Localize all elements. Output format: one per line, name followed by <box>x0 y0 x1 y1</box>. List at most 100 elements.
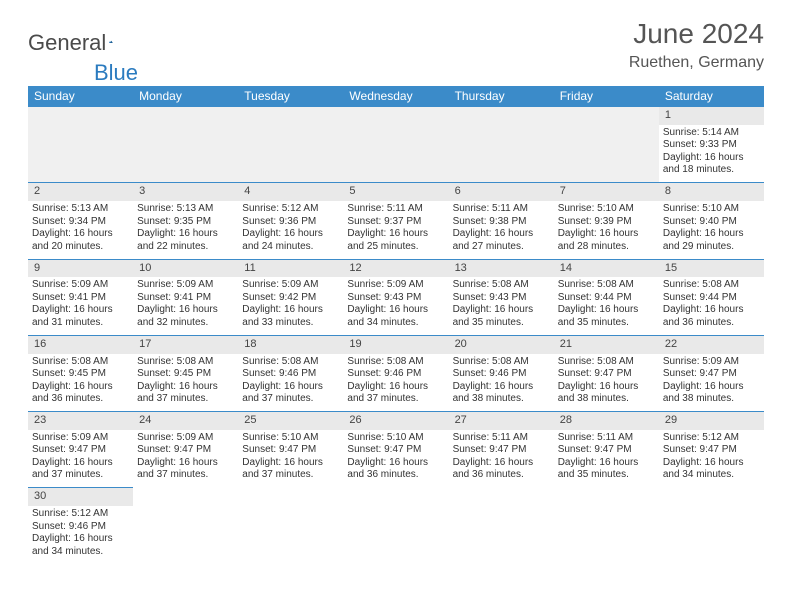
sunset-text: Sunset: 9:34 PM <box>32 216 129 229</box>
daylight-text: Daylight: 16 hoursand 35 minutes. <box>558 457 655 482</box>
week-daynum-row: 9101112131415 <box>28 259 764 277</box>
sunset-text: Sunset: 9:38 PM <box>453 216 550 229</box>
day-details-cell: Sunrise: 5:09 AMSunset: 9:47 PMDaylight:… <box>133 430 238 488</box>
day-number-cell: 27 <box>449 412 554 430</box>
day-number-cell <box>343 488 448 506</box>
sunset-text: Sunset: 9:47 PM <box>663 368 760 381</box>
day-number-cell: 30 <box>28 488 133 506</box>
daylight-text: Daylight: 16 hoursand 29 minutes. <box>663 228 760 253</box>
week-daynum-row: 1 <box>28 107 764 125</box>
daylight-text: Daylight: 16 hoursand 28 minutes. <box>558 228 655 253</box>
sunrise-text: Sunrise: 5:08 AM <box>137 356 234 369</box>
day-number-cell <box>133 107 238 125</box>
sunset-text: Sunset: 9:45 PM <box>137 368 234 381</box>
day-details-cell: Sunrise: 5:09 AMSunset: 9:47 PMDaylight:… <box>28 430 133 488</box>
day-number-cell: 10 <box>133 259 238 277</box>
day-details-cell <box>238 506 343 564</box>
week-daynum-row: 16171819202122 <box>28 335 764 353</box>
col-sun: Sunday <box>28 86 133 107</box>
daylight-text: Daylight: 16 hoursand 25 minutes. <box>347 228 444 253</box>
day-number-cell <box>554 488 659 506</box>
day-details-cell: Sunrise: 5:12 AMSunset: 9:47 PMDaylight:… <box>659 430 764 488</box>
day-details-cell: Sunrise: 5:08 AMSunset: 9:46 PMDaylight:… <box>343 354 448 412</box>
sunset-text: Sunset: 9:47 PM <box>663 444 760 457</box>
day-number-cell: 19 <box>343 335 448 353</box>
day-number-cell: 21 <box>554 335 659 353</box>
sunrise-text: Sunrise: 5:13 AM <box>32 203 129 216</box>
location: Ruethen, Germany <box>629 54 764 72</box>
col-tue: Tuesday <box>238 86 343 107</box>
col-mon: Monday <box>133 86 238 107</box>
day-number-cell: 8 <box>659 183 764 201</box>
day-number-cell: 9 <box>28 259 133 277</box>
day-details-cell <box>659 506 764 564</box>
sunset-text: Sunset: 9:42 PM <box>242 292 339 305</box>
day-number-cell: 4 <box>238 183 343 201</box>
sunrise-text: Sunrise: 5:13 AM <box>137 203 234 216</box>
sunrise-text: Sunrise: 5:08 AM <box>558 279 655 292</box>
daylight-text: Daylight: 16 hoursand 36 minutes. <box>347 457 444 482</box>
day-details-cell: Sunrise: 5:11 AMSunset: 9:47 PMDaylight:… <box>554 430 659 488</box>
daylight-text: Daylight: 16 hoursand 37 minutes. <box>242 457 339 482</box>
month-title: June 2024 <box>629 18 764 50</box>
day-number-cell: 16 <box>28 335 133 353</box>
daylight-text: Daylight: 16 hoursand 34 minutes. <box>32 533 129 558</box>
sunset-text: Sunset: 9:35 PM <box>137 216 234 229</box>
day-details-cell: Sunrise: 5:14 AMSunset: 9:33 PMDaylight:… <box>659 125 764 183</box>
day-details-cell: Sunrise: 5:09 AMSunset: 9:42 PMDaylight:… <box>238 277 343 335</box>
sunset-text: Sunset: 9:47 PM <box>32 444 129 457</box>
sunrise-text: Sunrise: 5:08 AM <box>453 279 550 292</box>
logo-blue: Blue <box>94 60 138 86</box>
day-number-cell: 28 <box>554 412 659 430</box>
sunrise-text: Sunrise: 5:11 AM <box>453 203 550 216</box>
day-details-cell: Sunrise: 5:12 AMSunset: 9:36 PMDaylight:… <box>238 201 343 259</box>
day-details-cell: Sunrise: 5:09 AMSunset: 9:43 PMDaylight:… <box>343 277 448 335</box>
day-number-cell: 29 <box>659 412 764 430</box>
day-number-cell: 23 <box>28 412 133 430</box>
sunrise-text: Sunrise: 5:10 AM <box>663 203 760 216</box>
sunset-text: Sunset: 9:47 PM <box>453 444 550 457</box>
day-details-cell: Sunrise: 5:08 AMSunset: 9:44 PMDaylight:… <box>659 277 764 335</box>
week-details-row: Sunrise: 5:12 AMSunset: 9:46 PMDaylight:… <box>28 506 764 564</box>
daylight-text: Daylight: 16 hoursand 37 minutes. <box>242 381 339 406</box>
daylight-text: Daylight: 16 hoursand 18 minutes. <box>663 152 760 177</box>
day-details-cell: Sunrise: 5:13 AMSunset: 9:34 PMDaylight:… <box>28 201 133 259</box>
logo: General <box>28 30 131 56</box>
week-daynum-row: 2345678 <box>28 183 764 201</box>
week-details-row: Sunrise: 5:08 AMSunset: 9:45 PMDaylight:… <box>28 354 764 412</box>
sunset-text: Sunset: 9:46 PM <box>32 521 129 534</box>
day-details-cell: Sunrise: 5:10 AMSunset: 9:40 PMDaylight:… <box>659 201 764 259</box>
sunset-text: Sunset: 9:46 PM <box>242 368 339 381</box>
sunrise-text: Sunrise: 5:09 AM <box>242 279 339 292</box>
sunrise-text: Sunrise: 5:09 AM <box>32 432 129 445</box>
day-number-cell: 11 <box>238 259 343 277</box>
sunset-text: Sunset: 9:43 PM <box>453 292 550 305</box>
day-number-cell <box>133 488 238 506</box>
daylight-text: Daylight: 16 hoursand 38 minutes. <box>663 381 760 406</box>
sunrise-text: Sunrise: 5:08 AM <box>242 356 339 369</box>
day-details-cell: Sunrise: 5:08 AMSunset: 9:45 PMDaylight:… <box>133 354 238 412</box>
day-number-cell: 5 <box>343 183 448 201</box>
week-details-row: Sunrise: 5:09 AMSunset: 9:41 PMDaylight:… <box>28 277 764 335</box>
day-number-cell <box>449 107 554 125</box>
sunrise-text: Sunrise: 5:08 AM <box>663 279 760 292</box>
day-details-cell: Sunrise: 5:08 AMSunset: 9:43 PMDaylight:… <box>449 277 554 335</box>
daylight-text: Daylight: 16 hoursand 37 minutes. <box>137 457 234 482</box>
sunset-text: Sunset: 9:47 PM <box>242 444 339 457</box>
title-block: June 2024 Ruethen, Germany <box>629 18 764 72</box>
week-details-row: Sunrise: 5:13 AMSunset: 9:34 PMDaylight:… <box>28 201 764 259</box>
daylight-text: Daylight: 16 hoursand 37 minutes. <box>137 381 234 406</box>
daylight-text: Daylight: 16 hoursand 38 minutes. <box>453 381 550 406</box>
daylight-text: Daylight: 16 hoursand 34 minutes. <box>347 304 444 329</box>
daylight-text: Daylight: 16 hoursand 27 minutes. <box>453 228 550 253</box>
col-thu: Thursday <box>449 86 554 107</box>
sunrise-text: Sunrise: 5:14 AM <box>663 127 760 140</box>
daylight-text: Daylight: 16 hoursand 36 minutes. <box>453 457 550 482</box>
sunrise-text: Sunrise: 5:09 AM <box>663 356 760 369</box>
sunrise-text: Sunrise: 5:11 AM <box>347 203 444 216</box>
sunset-text: Sunset: 9:36 PM <box>242 216 339 229</box>
sunrise-text: Sunrise: 5:08 AM <box>453 356 550 369</box>
daylight-text: Daylight: 16 hoursand 34 minutes. <box>663 457 760 482</box>
day-details-cell: Sunrise: 5:11 AMSunset: 9:38 PMDaylight:… <box>449 201 554 259</box>
day-details-cell: Sunrise: 5:08 AMSunset: 9:46 PMDaylight:… <box>449 354 554 412</box>
